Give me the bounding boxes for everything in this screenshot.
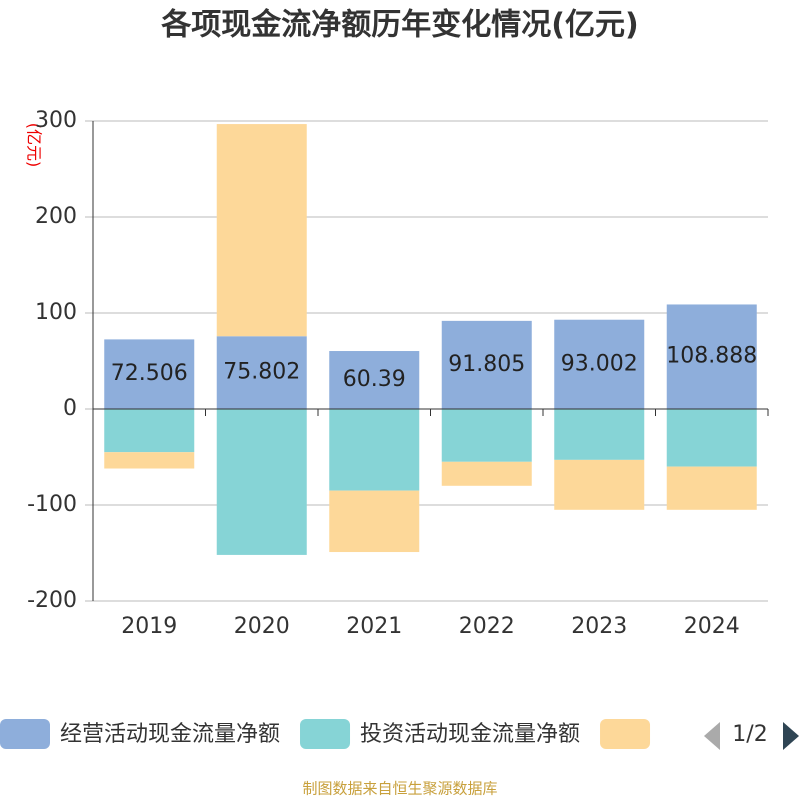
y-unit: (亿元): [25, 123, 44, 168]
bar: [216, 336, 307, 409]
source: 制图数据来自恒生聚源数据库: [302, 780, 497, 798]
bar: [441, 461, 532, 486]
y-tick-label: -200: [27, 588, 77, 613]
x-tick-label: 2020: [234, 614, 290, 639]
bar: [666, 304, 757, 409]
chart-title: 各项现金流净额历年变化情况(亿元): [160, 8, 638, 43]
bar: [104, 409, 195, 453]
x-tick-label: 2021: [346, 614, 402, 639]
legend-next[interactable]: [783, 722, 799, 750]
legend-swatch[interactable]: [300, 719, 351, 749]
bar: [554, 459, 645, 510]
y-tick-label: 200: [35, 204, 77, 229]
bar: [216, 124, 307, 337]
data-label: 75.802: [223, 360, 300, 385]
legend-swatch[interactable]: [0, 719, 50, 749]
legend-label[interactable]: 投资活动现金流量净额: [360, 722, 580, 747]
bar: [329, 409, 420, 491]
x-tick-label: 2022: [459, 614, 515, 639]
data-label: 91.805: [448, 352, 525, 377]
data-label: 72.506: [111, 361, 188, 386]
bar: [104, 339, 195, 409]
bar: [329, 351, 420, 409]
y-tick-label: 300: [35, 108, 77, 133]
bar: [554, 319, 645, 409]
legend-label[interactable]: 经营活动现金流量净额: [60, 722, 280, 747]
legend-swatch[interactable]: [600, 719, 651, 749]
bar: [216, 409, 307, 555]
bar: [441, 409, 532, 462]
bar: [666, 409, 757, 467]
y-tick-label: 100: [35, 300, 77, 325]
x-tick-label: 2019: [121, 614, 177, 639]
data-label: 93.002: [561, 351, 638, 376]
data-label: 60.39: [343, 367, 406, 392]
y-tick-label: -100: [27, 492, 77, 517]
x-tick-label: 2024: [684, 614, 740, 639]
bar: [441, 320, 532, 409]
y-tick-label: 0: [63, 396, 77, 421]
legend-prev[interactable]: [704, 722, 720, 750]
legend-page: 1/2: [732, 722, 767, 747]
bar: [329, 490, 420, 553]
bar: [666, 466, 757, 510]
bar: [554, 409, 645, 460]
data-label: 108.888: [666, 344, 757, 369]
x-tick-label: 2023: [571, 614, 627, 639]
bar: [104, 452, 195, 469]
